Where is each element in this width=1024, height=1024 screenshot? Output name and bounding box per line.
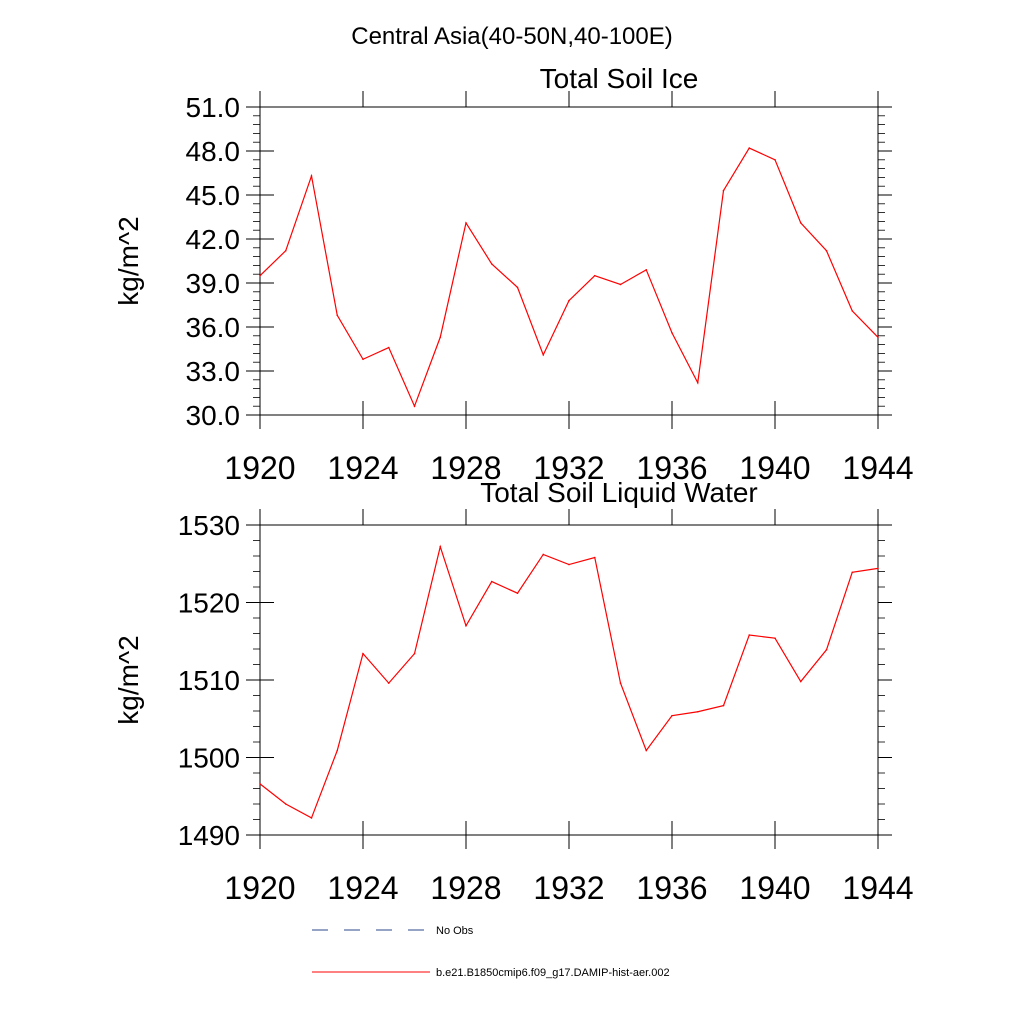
data-point <box>696 710 699 713</box>
data-point <box>259 783 261 785</box>
legend: No Obs b.e21.B1850cmip6.f09_g17.DAMIP-his… <box>312 925 670 979</box>
data-point <box>516 592 519 594</box>
data-point <box>259 274 261 277</box>
data-point <box>336 314 339 317</box>
y-axis-label: kg/m^2 <box>113 216 144 305</box>
data-point <box>671 332 673 334</box>
data-point <box>774 637 776 639</box>
chart-panel-1: Total Soil Ice kg/m^2 30.0 33.0 36.0 39.0 42.0… <box>113 63 914 486</box>
data-point <box>362 652 364 655</box>
data-point <box>877 567 879 570</box>
x-tick-label: 1928 <box>430 870 501 906</box>
data-point <box>877 336 879 339</box>
y-axis-label: kg/m^2 <box>113 635 144 724</box>
data-point <box>439 545 442 548</box>
y-tick-label: 45.0 <box>186 180 241 211</box>
series-line-1 <box>259 147 879 408</box>
x-tick-label: 1920 <box>224 450 295 486</box>
data-point <box>851 310 854 312</box>
data-point <box>310 817 313 819</box>
data-point <box>439 336 442 339</box>
data-point <box>516 286 519 289</box>
x-tick-label: 1936 <box>636 870 707 906</box>
y-tick-label: 39.0 <box>186 268 241 299</box>
data-point <box>413 405 416 408</box>
data-point <box>310 175 313 177</box>
data-point <box>413 652 416 655</box>
y-tick-label: 51.0 <box>186 92 241 123</box>
data-point <box>336 749 339 752</box>
y-tick-label: 1530 <box>178 510 240 541</box>
legend-item-2: b.e21.B1850cmip6.f09_g17.DAMIP-hist-aer.… <box>312 967 670 979</box>
panels: Total Soil Ice kg/m^2 30.0 33.0 36.0 39.0 42.0… <box>113 63 914 906</box>
data-point <box>722 704 725 707</box>
data-point <box>284 803 287 805</box>
y-tick-label: 1510 <box>178 665 240 696</box>
x-tick-label: 1924 <box>327 870 398 906</box>
chart-panel-2: Total Soil Liquid Water kg/m^2 1490 1500 151… <box>113 477 914 906</box>
data-point <box>362 358 364 361</box>
x-tick-label: 1932 <box>533 450 604 486</box>
data-point <box>748 147 751 149</box>
data-point <box>619 283 622 286</box>
chart-title: Total Soil Liquid Water <box>480 477 758 508</box>
x-tick-label: 1940 <box>739 450 810 486</box>
y-tick-label: 42.0 <box>186 224 241 255</box>
data-point <box>490 263 493 265</box>
data-point <box>825 249 828 252</box>
y-tick-label: 30.0 <box>186 400 241 431</box>
main-title: Central Asia(40-50N,40-100E) <box>351 23 673 50</box>
data-point <box>593 556 596 559</box>
y-tick-label: 33.0 <box>186 356 241 387</box>
legend-item-1: No Obs <box>312 925 474 937</box>
legend-label: No Obs <box>436 925 474 937</box>
y-tick-label: 36.0 <box>186 312 241 343</box>
data-point <box>619 682 622 684</box>
x-tick-label: 1936 <box>636 450 707 486</box>
data-point <box>465 624 467 627</box>
series-line-1 <box>259 544 879 819</box>
x-tick-label: 1928 <box>430 450 501 486</box>
y-tick-label: 48.0 <box>186 136 241 167</box>
x-tick-label: 1920 <box>224 870 295 906</box>
x-tick-label: 1932 <box>533 870 604 906</box>
legend-label: b.e21.B1850cmip6.f09_g17.DAMIP-hist-aer.… <box>436 967 670 979</box>
data-point <box>799 680 802 683</box>
data-point <box>671 714 673 717</box>
data-point <box>568 563 570 566</box>
data-point <box>490 580 493 583</box>
data-point <box>542 354 545 356</box>
chart-title: Total Soil Ice <box>540 63 699 94</box>
data-point <box>851 571 854 574</box>
data-point <box>722 189 725 192</box>
data-point <box>465 222 467 224</box>
data-point <box>825 648 828 651</box>
data-point <box>568 299 570 302</box>
x-tick-label: 1944 <box>842 450 913 486</box>
x-tick-label: 1924 <box>327 450 398 486</box>
data-point <box>748 634 751 636</box>
x-tick-label: 1940 <box>739 870 810 906</box>
data-point <box>593 274 596 277</box>
data-point <box>284 249 287 252</box>
data-point <box>387 682 390 684</box>
data-point <box>645 749 648 752</box>
data-point <box>387 346 390 349</box>
data-point <box>774 159 776 161</box>
y-tick-label: 1520 <box>178 588 240 619</box>
x-tick-label: 1944 <box>842 870 913 906</box>
y-tick-label: 1490 <box>178 820 240 851</box>
data-point <box>542 553 545 556</box>
data-point <box>645 269 648 271</box>
data-point <box>696 381 699 384</box>
data-point <box>799 222 802 224</box>
y-tick-label: 1500 <box>178 743 240 774</box>
